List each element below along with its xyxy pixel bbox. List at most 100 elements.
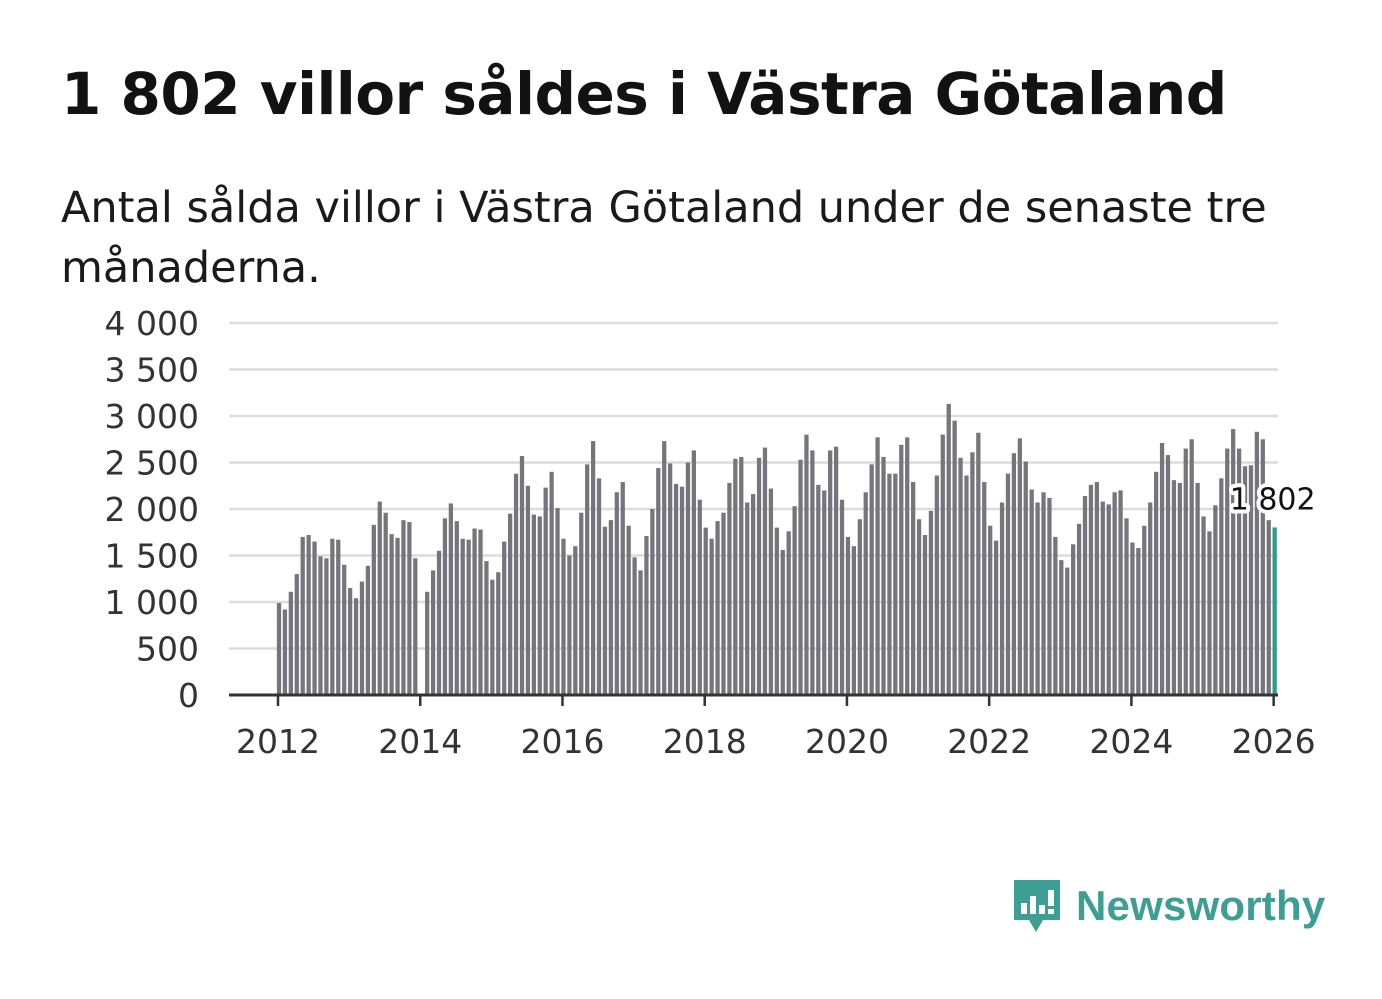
bar	[1047, 497, 1052, 695]
bar	[1189, 439, 1194, 695]
bar	[430, 570, 436, 695]
bar	[1213, 505, 1218, 695]
y-tick-label: 0	[178, 676, 199, 715]
bar	[1183, 448, 1188, 695]
bar	[1017, 438, 1022, 695]
bar	[733, 458, 738, 695]
bar	[454, 521, 459, 695]
bar	[721, 512, 726, 695]
bar	[1165, 455, 1171, 695]
bar	[1094, 482, 1099, 695]
bar	[620, 482, 625, 695]
bar	[928, 510, 934, 695]
bar	[353, 598, 359, 695]
bar	[916, 519, 922, 695]
bar	[1260, 439, 1265, 695]
bar	[626, 525, 631, 695]
bar	[756, 457, 762, 695]
bar	[448, 503, 454, 695]
x-tick-label: 2012	[236, 722, 320, 761]
bar	[1071, 544, 1076, 695]
bar	[839, 499, 845, 695]
bar	[934, 475, 939, 695]
bar	[958, 457, 963, 695]
x-tick-label: 2014	[378, 722, 462, 761]
bar	[1106, 504, 1111, 695]
bar	[425, 591, 430, 695]
x-tick-label: 2024	[1089, 722, 1173, 761]
bar	[745, 502, 750, 695]
bar	[982, 482, 987, 695]
bar	[673, 483, 679, 695]
bar	[490, 579, 495, 695]
bar	[946, 403, 951, 695]
bar	[715, 521, 720, 695]
bar	[324, 558, 329, 695]
bar	[1100, 501, 1105, 695]
bar	[792, 506, 797, 695]
bar	[1118, 490, 1123, 695]
bar	[1130, 542, 1135, 695]
bar	[1225, 448, 1230, 695]
bar	[632, 557, 637, 695]
bar	[940, 434, 945, 695]
bar	[555, 508, 560, 695]
bar	[668, 463, 673, 695]
y-tick-label: 500	[136, 630, 199, 669]
bar	[1136, 548, 1141, 695]
bar	[365, 565, 371, 695]
bar	[988, 525, 993, 695]
bar	[585, 464, 590, 695]
bar	[306, 535, 311, 695]
x-tick-label: 2018	[663, 722, 747, 761]
bar	[543, 487, 548, 695]
bar	[549, 471, 554, 695]
bar	[407, 522, 412, 695]
bar	[383, 512, 388, 695]
bar	[1005, 473, 1011, 695]
bar	[330, 538, 335, 695]
bar	[531, 514, 536, 695]
bar	[857, 519, 862, 695]
bar-series	[276, 403, 1277, 695]
bar	[1035, 502, 1040, 695]
bar	[596, 478, 602, 695]
bar	[590, 441, 596, 695]
bar	[519, 455, 525, 695]
bar	[780, 549, 785, 695]
bar	[822, 490, 827, 695]
bar	[1231, 429, 1236, 695]
bar	[1011, 453, 1017, 695]
bar	[478, 529, 483, 695]
bar	[401, 520, 406, 695]
bar	[1153, 471, 1159, 695]
bar	[1177, 482, 1182, 695]
bar	[537, 516, 542, 695]
bar	[798, 459, 803, 695]
bar	[377, 501, 382, 695]
bar	[768, 488, 774, 695]
bar	[905, 437, 910, 695]
chart-subtitle: Antal sålda villor i Västra Götaland und…	[61, 183, 1267, 293]
bar	[1029, 489, 1034, 695]
annotations: 1 802	[1226, 478, 1320, 521]
bar	[1219, 478, 1224, 695]
bar	[993, 540, 999, 695]
bar	[525, 485, 531, 695]
bar	[294, 574, 299, 695]
bar	[851, 546, 857, 695]
bar	[869, 464, 874, 695]
bar	[460, 538, 465, 695]
y-tick-label: 2 000	[105, 490, 199, 529]
bar	[1065, 567, 1070, 695]
bar	[656, 468, 661, 695]
bar	[810, 450, 815, 695]
bar	[662, 441, 667, 695]
bar	[1148, 502, 1153, 695]
bar	[466, 539, 471, 695]
bar	[359, 581, 365, 695]
bar	[312, 541, 317, 695]
bar	[863, 492, 868, 695]
bar	[804, 434, 809, 695]
bar	[318, 556, 323, 695]
